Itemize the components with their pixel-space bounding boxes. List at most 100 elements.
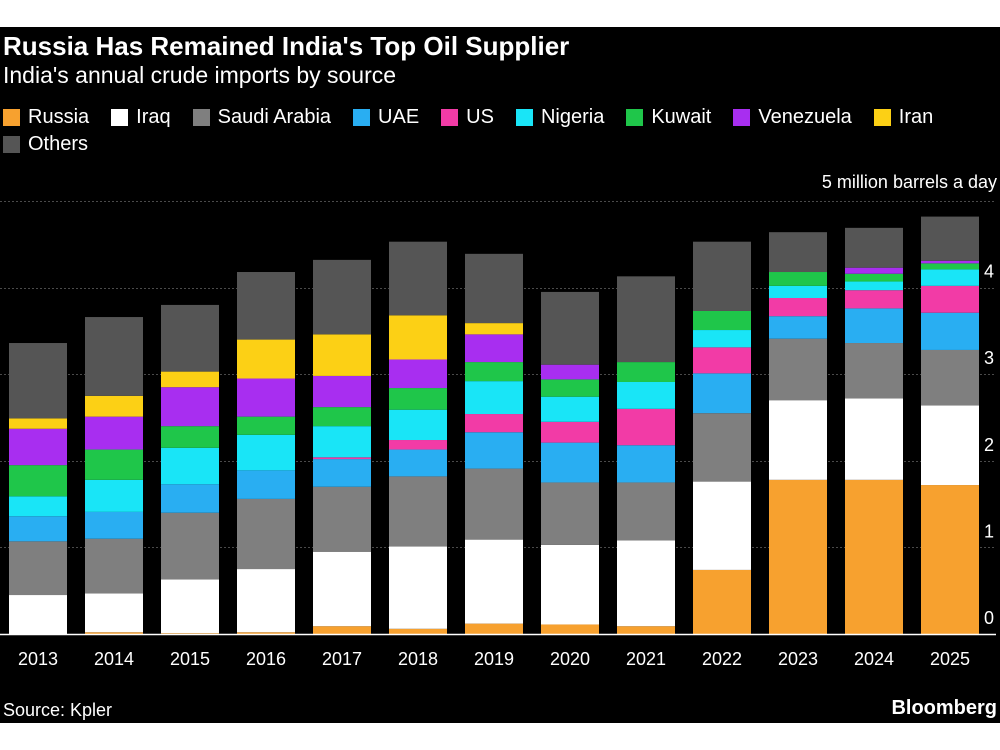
legend-swatch [873, 108, 891, 126]
bar-segment [85, 479, 143, 512]
bar-segment [237, 569, 295, 633]
bar-segment [237, 632, 295, 634]
bar-segment [9, 428, 67, 466]
bar-segment [85, 632, 143, 634]
bar-segment [921, 260, 979, 264]
bar-segment [465, 253, 523, 324]
bar-segment [921, 285, 979, 313]
bar-segment [465, 468, 523, 540]
bar-segment [313, 426, 371, 458]
legend-label: US [466, 106, 494, 128]
bar-segment [617, 482, 675, 541]
legend-swatch [733, 108, 751, 126]
legend-item: Others [3, 134, 88, 154]
bar-segment [921, 349, 979, 406]
chart-subtitle: India's annual crude imports by source [3, 62, 397, 88]
bar-segment [465, 334, 523, 363]
bar-segment [845, 281, 903, 291]
x-tick-label: 2024 [854, 649, 894, 669]
legend-label: Iraq [136, 106, 171, 128]
bar-segment [769, 400, 827, 480]
bar-segment [161, 484, 219, 513]
bar-segment [9, 465, 67, 497]
x-tick-label: 2013 [18, 649, 58, 669]
legend-label: Saudi Arabia [217, 106, 332, 128]
bar-segment [313, 334, 371, 376]
bar-segment [465, 381, 523, 415]
bar-segment [617, 362, 675, 382]
legend-label: Nigeria [540, 106, 605, 128]
legend-item: Kuwait [626, 107, 711, 127]
bar-segment [769, 316, 827, 339]
legend-item: Venezuela [733, 107, 852, 127]
bar-segment [85, 538, 143, 594]
legend-label: Russia [28, 106, 90, 128]
bar-segment [313, 551, 371, 627]
bar-segment [541, 482, 599, 545]
bar-segment [389, 241, 447, 316]
legend-swatch [111, 108, 129, 126]
legend-label: UAE [378, 106, 420, 128]
bar-segment [465, 323, 523, 335]
bar-segment [541, 544, 599, 625]
bar-segment [85, 593, 143, 633]
legend-swatch [3, 108, 20, 126]
y-tick-label: 0 [984, 608, 994, 628]
legend-swatch [3, 135, 20, 153]
y-tick-label: 2 [984, 435, 994, 455]
y-tick-label: 4 [984, 262, 994, 282]
bar-segment [85, 416, 143, 450]
bar-segment [465, 623, 523, 634]
bar-segment [769, 285, 827, 298]
y-tick-label: 1 [984, 521, 994, 541]
legend-item: Iran [873, 106, 934, 128]
bar-segment [237, 498, 295, 570]
legend-item: Russia [3, 107, 89, 127]
bar-segment [313, 375, 371, 408]
x-tick-label: 2023 [778, 649, 818, 669]
legend-swatch [515, 108, 533, 126]
bar-segment [845, 267, 903, 274]
bar-segment [313, 459, 371, 487]
bar-segment [617, 408, 675, 446]
bar-segment [541, 364, 599, 380]
bar-segment [693, 373, 751, 414]
bar-segment [161, 304, 219, 372]
bar-segment [617, 381, 675, 409]
bar-segment [769, 338, 827, 401]
legend-item: UAE [353, 107, 419, 127]
bar-segment [465, 362, 523, 382]
bar-segment [921, 405, 979, 486]
bar-segment [389, 315, 447, 360]
x-tick-label: 2019 [474, 649, 514, 669]
bar-segment [921, 269, 979, 286]
legend-label: Iran [898, 106, 934, 128]
bar-segment [921, 485, 979, 634]
bar-segment [845, 479, 903, 634]
bar-segment [541, 291, 599, 365]
bar-segment [693, 347, 751, 374]
bar-segment [465, 432, 523, 469]
bar-segment [769, 297, 827, 317]
legend-item: Nigeria [515, 106, 605, 128]
x-tick-label: 2014 [94, 649, 134, 669]
bar-segment [161, 447, 219, 485]
bar-segment [9, 516, 67, 542]
source-note: Source: Kpler [3, 700, 113, 720]
bar-segment [921, 263, 979, 270]
chart-title: Russia Has Remained India's Top Oil Supp… [3, 31, 570, 61]
bar-segment [161, 579, 219, 634]
x-tick-label: 2016 [246, 649, 286, 669]
bar-segment [237, 470, 295, 499]
bar-segment [921, 216, 979, 261]
y-tick-label: 3 [984, 348, 994, 368]
bar-segment [237, 272, 295, 340]
legend-item: Saudi Arabia [192, 106, 332, 128]
bar-segment [85, 317, 143, 396]
legend-label: Others [28, 133, 89, 155]
bar-segment [693, 413, 751, 482]
legend: Russia Iraq Saudi Arabia UAE US Nigeria Kuwait… [3, 107, 993, 154]
bar-segment [85, 511, 143, 539]
bar-segment [465, 414, 523, 433]
bar-segment [845, 343, 903, 399]
